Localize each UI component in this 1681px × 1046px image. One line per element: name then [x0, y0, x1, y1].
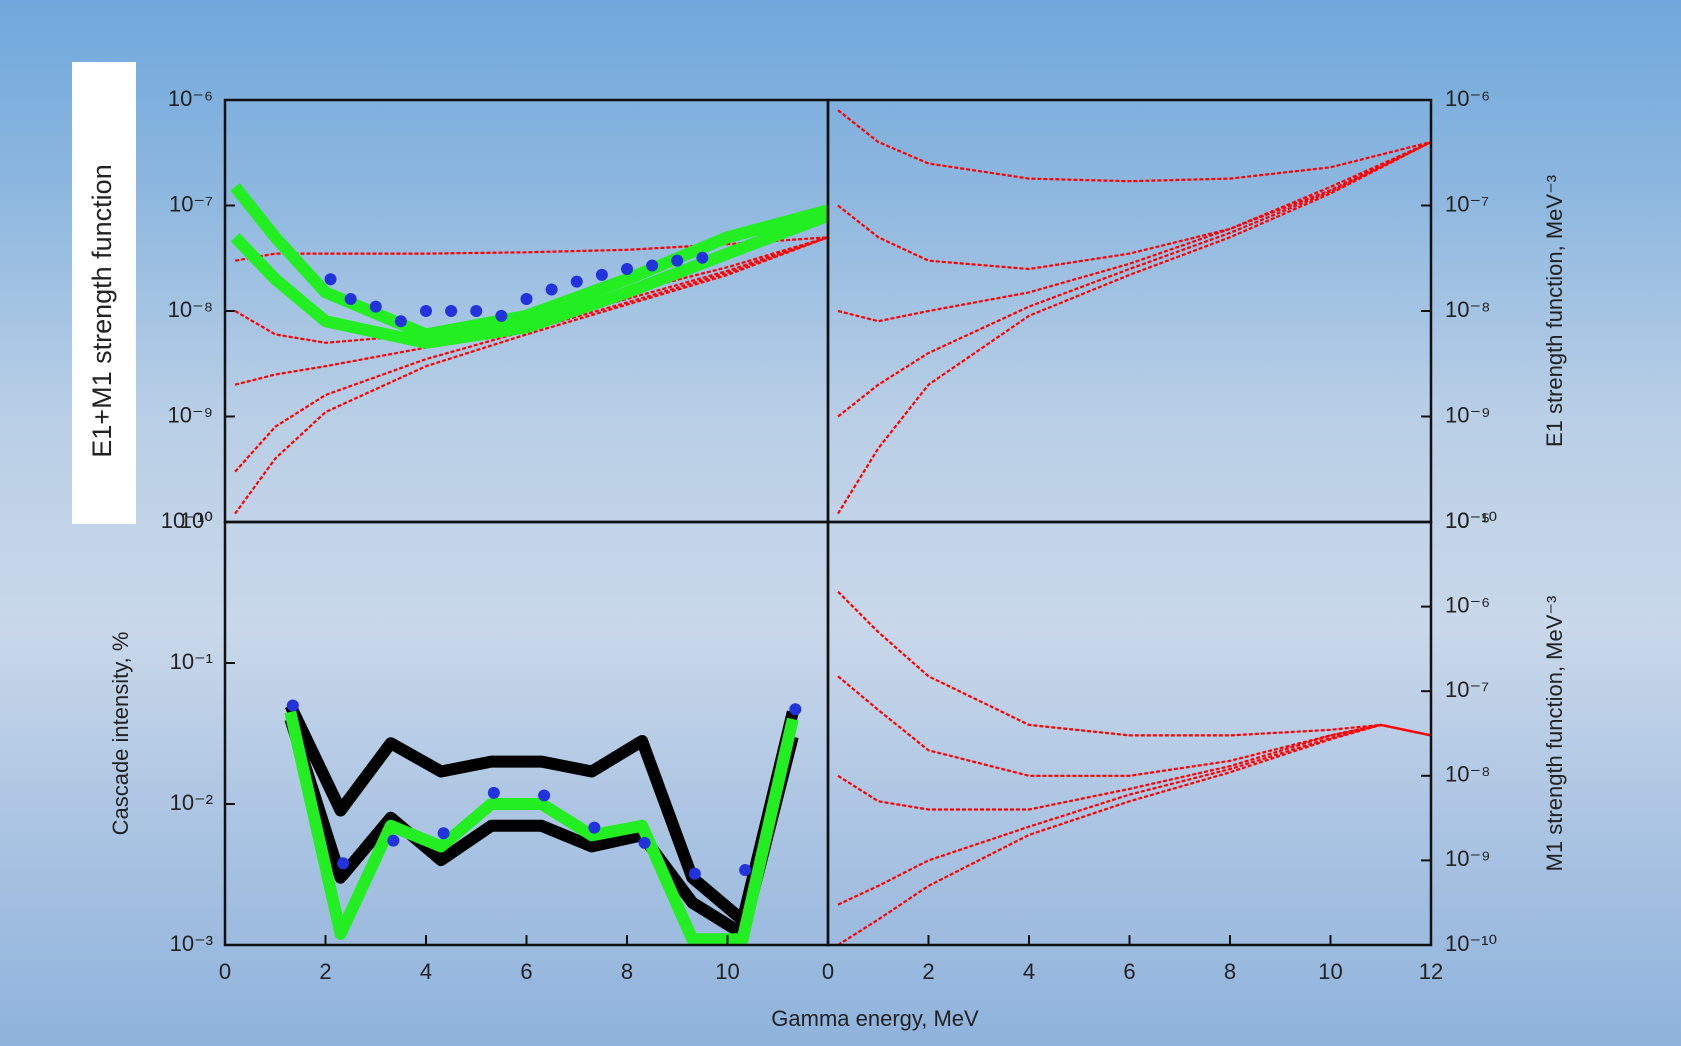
data-point	[588, 821, 601, 834]
data-point	[495, 309, 508, 322]
x-tick-label: 2	[319, 959, 331, 984]
series-line	[837, 723, 1432, 946]
series-line	[230, 183, 830, 341]
x-tick-label: 8	[621, 959, 633, 984]
series-line	[284, 717, 799, 940]
y-axis-label: E1+M1 strength function	[87, 164, 117, 457]
x-tick-label: 12	[1419, 959, 1443, 984]
data-point	[538, 789, 551, 802]
y-tick-label: 10⁰	[180, 508, 213, 533]
data-point	[369, 300, 382, 313]
y-tick-label: 10⁻¹⁰	[1445, 931, 1497, 956]
y-tick-label: 10⁻⁶	[1445, 86, 1490, 111]
series-line	[284, 710, 799, 946]
series-line	[837, 140, 1432, 271]
y-tick-label: 10⁻⁵	[1445, 508, 1490, 533]
series-line	[230, 210, 831, 349]
plot-frame	[826, 98, 1433, 524]
data-point	[286, 699, 299, 712]
y-tick-label: 10⁻⁶	[1445, 592, 1490, 617]
x-tick-label: 0	[219, 959, 231, 984]
data-point	[621, 263, 633, 276]
data-point	[487, 786, 500, 799]
x-tick-label: 4	[420, 959, 432, 984]
y-tick-label: 10⁻⁸	[168, 297, 213, 322]
x-tick-label: 10	[715, 959, 739, 984]
y-tick-label: 10⁻⁹	[1445, 402, 1491, 427]
y-axis-label: Cascade intensity, %	[108, 632, 133, 836]
label-box	[72, 62, 136, 524]
data-point	[595, 268, 608, 281]
y-tick-label: 10⁻⁶	[168, 86, 213, 111]
x-axis-label: Gamma energy, MeV	[771, 1006, 979, 1031]
data-point	[394, 315, 407, 328]
series-line	[234, 236, 829, 515]
series-line	[284, 702, 799, 927]
data-point	[344, 292, 357, 305]
data-point	[671, 254, 684, 267]
data-point	[646, 259, 659, 272]
data-point	[789, 703, 802, 716]
data-point	[688, 867, 701, 880]
x-tick-label: 4	[1023, 959, 1035, 984]
data-point	[545, 283, 558, 296]
y-tick-label: 10⁻⁸	[1445, 297, 1490, 322]
data-point	[739, 864, 752, 877]
data-point	[420, 305, 432, 317]
data-point	[324, 273, 337, 286]
data-point	[520, 292, 533, 305]
y-tick-label: 10⁻⁸	[1445, 762, 1490, 787]
series-line	[837, 141, 1432, 515]
series-line	[837, 109, 1432, 183]
data-point	[337, 857, 350, 870]
data-point	[445, 305, 458, 317]
series-line	[837, 675, 1432, 777]
series-line	[837, 141, 1432, 323]
y-tick-label: 10⁻¹⁰	[161, 508, 213, 533]
x-tick-label: 2	[922, 959, 934, 984]
plot-frame	[223, 520, 830, 947]
y-axis-label: E1 strength function, MeV⁻³	[1542, 175, 1567, 447]
y-tick-label: 10⁻⁷	[1445, 677, 1489, 702]
data-point	[638, 836, 651, 849]
y-tick-label: 10⁻⁷	[1445, 191, 1489, 216]
y-axis-label: M1 strength function, MeV⁻³	[1542, 596, 1567, 872]
series-line	[837, 723, 1432, 906]
y-tick-label: 10⁻¹⁰	[1445, 508, 1497, 533]
y-tick-label: 10⁻⁹	[1445, 846, 1491, 871]
data-point	[696, 251, 709, 264]
series-line	[837, 723, 1432, 811]
y-tick-label: 10⁻¹	[170, 649, 213, 674]
series-line	[234, 236, 829, 473]
x-tick-label: 6	[520, 959, 532, 984]
data-point	[437, 827, 450, 840]
x-tick-label: 8	[1224, 959, 1236, 984]
y-tick-label: 10⁻²	[170, 790, 213, 815]
y-tick-label: 10⁻⁷	[169, 191, 213, 216]
data-point	[387, 834, 400, 847]
data-point	[570, 275, 583, 288]
y-tick-label: 10⁻⁹	[167, 402, 213, 427]
data-point	[470, 305, 483, 317]
x-tick-label: 6	[1123, 959, 1135, 984]
series-line	[837, 141, 1432, 418]
y-tick-label: 10⁻³	[170, 931, 213, 956]
series-line	[837, 590, 1432, 737]
x-tick-label: 0	[822, 959, 834, 984]
x-tick-label: 10	[1318, 959, 1342, 984]
